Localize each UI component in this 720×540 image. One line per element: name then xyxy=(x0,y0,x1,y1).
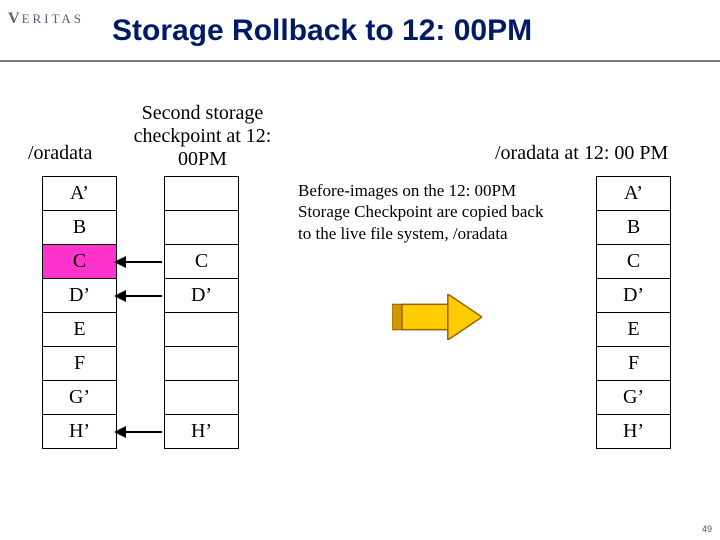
slide-number: 49 xyxy=(702,524,712,534)
left-table-cell: D’ xyxy=(43,279,117,313)
right-table-cell: D’ xyxy=(597,279,671,313)
middle-table-cell xyxy=(165,211,239,245)
middle-table-cell xyxy=(165,177,239,211)
middle-table-cell: D’ xyxy=(165,279,239,313)
right-table-cell: A’ xyxy=(597,177,671,211)
right-table-cell: B xyxy=(597,211,671,245)
left-table-cell: A’ xyxy=(43,177,117,211)
label-middle: Second storage checkpoint at 12: 00PM xyxy=(130,102,275,171)
right-table-cell: H’ xyxy=(597,415,671,449)
right-table-cell: C xyxy=(597,245,671,279)
right-table-cell: G’ xyxy=(597,381,671,415)
logo-rest: ERITAS xyxy=(22,11,84,26)
right-table-cell: E xyxy=(597,313,671,347)
description-text: Before-images on the 12: 00PM Storage Ch… xyxy=(298,180,548,244)
veritas-logo: VERITAS xyxy=(8,10,84,28)
right-table-cell: F xyxy=(597,347,671,381)
copy-arrow-icon xyxy=(114,425,162,439)
middle-table-cell xyxy=(165,313,239,347)
label-right: /oradata at 12: 00 PM xyxy=(495,142,668,165)
left-table-cell: E xyxy=(43,313,117,347)
left-table: A’BCD’EFG’H’ xyxy=(42,176,117,449)
left-table-cell: G’ xyxy=(43,381,117,415)
logo-v: V xyxy=(8,10,22,27)
title-rule xyxy=(0,60,720,62)
right-table: A’BCD’EFG’H’ xyxy=(596,176,671,449)
copy-arrow-icon xyxy=(114,289,162,303)
middle-table-cell: C xyxy=(165,245,239,279)
left-table-cell: H’ xyxy=(43,415,117,449)
middle-table: CD’ H’ xyxy=(164,176,239,449)
left-table-cell: F xyxy=(43,347,117,381)
label-left: /oradata xyxy=(28,142,92,165)
left-table-cell: C xyxy=(43,245,117,279)
page-title: Storage Rollback to 12: 00PM xyxy=(112,14,532,48)
left-table-cell: B xyxy=(43,211,117,245)
rollback-arrow-icon xyxy=(392,294,482,345)
middle-table-cell xyxy=(165,347,239,381)
middle-table-cell xyxy=(165,381,239,415)
copy-arrow-icon xyxy=(114,255,162,269)
middle-table-cell: H’ xyxy=(165,415,239,449)
